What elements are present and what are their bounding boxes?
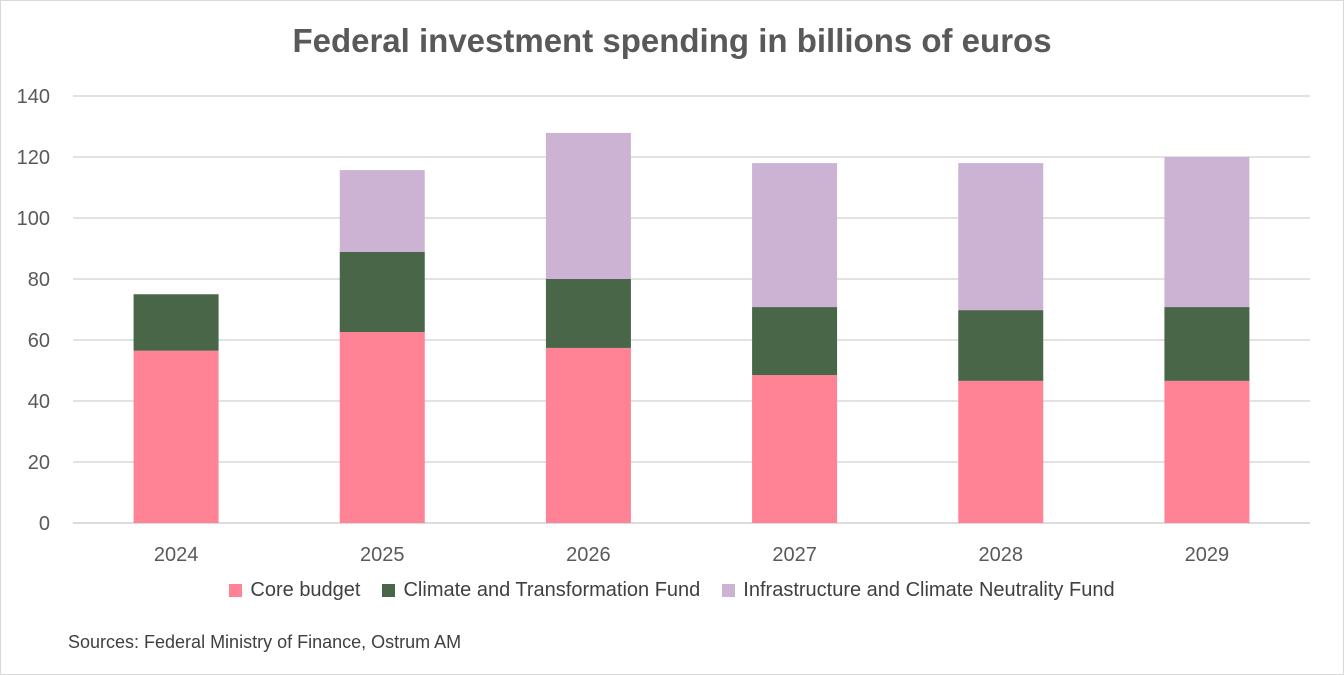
x-tick-label: 2024 <box>154 544 199 566</box>
bar-segment <box>752 375 838 523</box>
source-note: Sources: Federal Ministry of Finance, Os… <box>68 632 462 652</box>
legend-item: Core budget <box>229 579 360 602</box>
bar-segment <box>1164 307 1250 381</box>
legend-swatch <box>722 584 736 597</box>
bar-segment <box>958 380 1044 523</box>
x-tick-label: 2027 <box>772 544 817 566</box>
y-tick-label: 40 <box>28 391 50 413</box>
x-tick-label: 2028 <box>979 544 1024 566</box>
chart-title: Federal investment spending in billions … <box>292 22 1052 59</box>
bar-segment <box>752 163 838 308</box>
x-tick-label: 2025 <box>360 544 405 566</box>
y-tick-label: 140 <box>17 86 50 108</box>
bar-segment <box>339 170 425 252</box>
legend-label: Core budget <box>250 579 361 601</box>
legend-item: Infrastructure and Climate Neutrality Fu… <box>722 579 1115 602</box>
bar-segment <box>958 163 1044 311</box>
bar-segment <box>1164 157 1250 308</box>
bar-segment <box>545 279 631 348</box>
bar-segment <box>339 332 425 523</box>
bar-segment <box>545 347 631 523</box>
bar-segment <box>133 294 219 351</box>
legend-swatch <box>229 584 243 597</box>
legend: Core budget Climate and Transformation Fu… <box>0 579 1344 602</box>
y-tick-label: 20 <box>28 452 50 474</box>
y-tick-label: 120 <box>17 147 50 169</box>
y-tick-label: 0 <box>39 513 50 535</box>
bar-segment <box>752 307 838 376</box>
legend-label: Climate and Transformation Fund <box>403 579 701 601</box>
x-tick-label: 2029 <box>1185 544 1230 566</box>
legend-item: Climate and Transformation Fund <box>382 579 700 602</box>
bar-segment <box>545 132 631 279</box>
bar-segment <box>133 350 219 523</box>
x-tick-label: 2026 <box>566 544 611 566</box>
y-tick-label: 100 <box>17 208 50 230</box>
legend-label: Infrastructure and Climate Neutrality Fu… <box>743 579 1115 601</box>
y-tick-label: 60 <box>28 330 50 352</box>
y-tick-label: 80 <box>28 269 50 291</box>
bar-segment <box>339 251 425 333</box>
legend-swatch <box>382 584 396 597</box>
bar-segment <box>1164 380 1250 523</box>
bar-segment <box>958 310 1044 381</box>
